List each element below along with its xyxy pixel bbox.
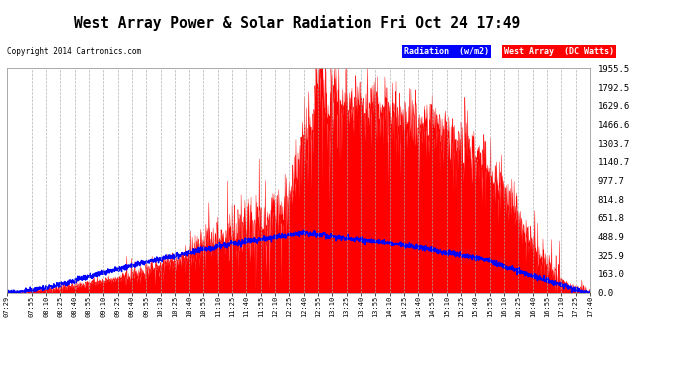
Text: West Array  (DC Watts): West Array (DC Watts) [504,47,613,56]
Text: Radiation  (w/m2): Radiation (w/m2) [404,47,489,56]
Text: Copyright 2014 Cartronics.com: Copyright 2014 Cartronics.com [7,47,141,56]
Text: West Array Power & Solar Radiation Fri Oct 24 17:49: West Array Power & Solar Radiation Fri O… [74,15,520,31]
